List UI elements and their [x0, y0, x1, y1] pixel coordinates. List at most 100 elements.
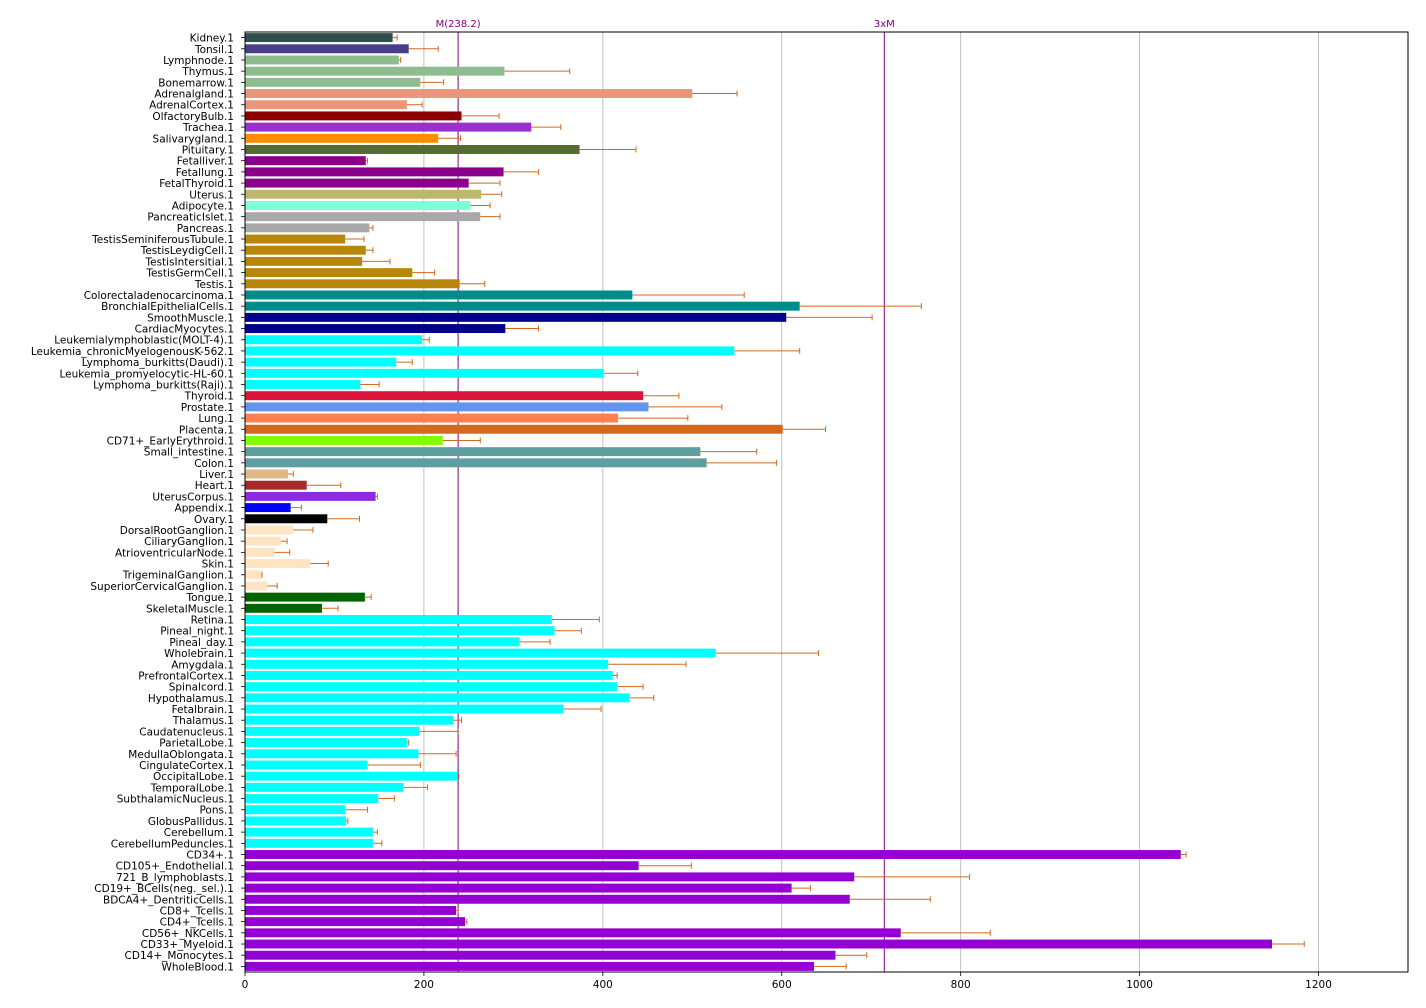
category-label: Ovary.1: [194, 514, 234, 526]
bar: [245, 268, 413, 278]
category-label: Pancreas.1: [177, 223, 234, 235]
category-label: UterusCorpus.1: [152, 491, 234, 503]
category-label: Skin.1: [202, 559, 234, 571]
bar: [245, 100, 407, 110]
bar: [245, 670, 613, 680]
bar: [245, 413, 619, 423]
x-tick-label: 0: [242, 979, 249, 991]
category-label: CD56+_NKCells.1: [142, 928, 234, 940]
category-label: CiliaryGanglion.1: [144, 536, 234, 548]
bar: [245, 626, 555, 636]
bar: [245, 805, 346, 815]
category-label: Spinalcord.1: [169, 682, 234, 694]
category-label: Leukemia_chronicMyelogenousK-562.1: [31, 346, 234, 358]
bar: [245, 559, 311, 569]
category-label: OccipitalLobe.1: [153, 771, 234, 783]
bar: [245, 547, 275, 557]
category-label: Kidney.1: [190, 33, 234, 45]
category-label: CD19+_BCells(neg._sel.).1: [94, 883, 234, 895]
bar: [245, 167, 504, 177]
category-label: Colon.1: [194, 458, 234, 470]
bar: [245, 615, 552, 624]
bar: [245, 838, 373, 848]
bar: [245, 335, 423, 345]
category-label: TestisIntersitial.1: [144, 256, 234, 268]
bar: [245, 368, 604, 378]
bar: [245, 234, 346, 244]
plot-frame: [244, 31, 1409, 973]
bar: [245, 514, 328, 524]
category-label: Salivarygland.1: [153, 133, 234, 145]
category-label: Lymphoma_burkitts(Daudi).1: [82, 357, 234, 369]
category-label: ParietalLobe.1: [159, 738, 234, 750]
category-label: AtrioventricularNode.1: [115, 547, 234, 559]
category-label: Tonsil.1: [194, 44, 234, 56]
bar: [245, 256, 363, 266]
category-label: Amygdala.1: [171, 659, 234, 671]
bar: [245, 145, 580, 154]
category-label: CD4+_Tcells.1: [160, 917, 234, 929]
reference-line-label: M(238.2): [436, 19, 481, 30]
category-label: Uterus.1: [189, 189, 234, 201]
category-label: FetalThyroid.1: [159, 178, 234, 190]
bar: [245, 480, 307, 490]
bar: [245, 33, 393, 43]
bar: [245, 346, 735, 356]
bar: [245, 659, 609, 669]
category-label: Appendix.1: [175, 503, 234, 515]
bar: [245, 111, 462, 121]
bar: [245, 738, 407, 748]
category-label: CD33+_Myeloid.1: [140, 939, 234, 951]
category-label: Trachea.1: [182, 122, 234, 134]
bar: [245, 212, 481, 222]
bar: [245, 827, 373, 837]
bar: [245, 715, 454, 725]
category-label: Lung.1: [198, 413, 234, 425]
bar: [245, 458, 707, 468]
bar: [245, 939, 1273, 949]
bar: [245, 726, 420, 736]
category-label: Pineal_day.1: [169, 637, 234, 649]
category-label: TestisLeydigCell.1: [140, 245, 234, 257]
bar: [245, 223, 370, 233]
bar: [245, 503, 291, 513]
bar: [245, 435, 443, 445]
reference-line-label: 3xM: [874, 19, 895, 30]
category-label: Hypothalamus.1: [148, 693, 234, 705]
bar: [245, 704, 564, 714]
bar: [245, 290, 633, 300]
category-label: TrigeminalGanglion.1: [122, 570, 234, 582]
bar: [245, 402, 649, 412]
category-label: SmoothMuscle.1: [147, 312, 234, 324]
bar: [245, 447, 701, 457]
category-label: Placenta.1: [179, 424, 234, 436]
category-label: CerebellumPeduncles.1: [111, 838, 234, 850]
category-label: Fetalbrain.1: [172, 704, 234, 716]
bar: [245, 156, 366, 166]
category-label: Cerebellum.1: [164, 827, 234, 839]
category-label: Testis.1: [194, 279, 234, 291]
category-label: CD71+_EarlyErythroid.1: [107, 435, 234, 447]
category-label: AdrenalCortex.1: [149, 100, 234, 112]
category-label: Leukemialymphoblastic(MOLT-4).1: [54, 335, 234, 347]
bar: [245, 469, 288, 479]
bar: [245, 89, 693, 99]
bar: [245, 133, 439, 143]
x-tick-label: 1000: [1126, 979, 1153, 991]
bar: [245, 44, 409, 54]
category-label: CD8+_Tcells.1: [160, 905, 234, 917]
bar: [245, 771, 458, 781]
category-label: TestisSeminiferousTubule.1: [91, 234, 234, 246]
x-tick-label: 400: [593, 979, 613, 991]
category-label: OlfactoryBulb.1: [152, 111, 234, 123]
bar: [245, 760, 368, 770]
category-label: Pons.1: [199, 805, 234, 817]
bar: [245, 883, 792, 893]
category-label: Thymus.1: [181, 66, 234, 78]
category-label: TestisGermCell.1: [145, 268, 234, 280]
category-label: WholeBlood.1: [162, 961, 235, 973]
bar: [245, 928, 901, 938]
category-label: Adrenalgland.1: [154, 89, 234, 101]
bar: [245, 66, 505, 76]
category-label: TemporalLobe.1: [150, 782, 234, 794]
